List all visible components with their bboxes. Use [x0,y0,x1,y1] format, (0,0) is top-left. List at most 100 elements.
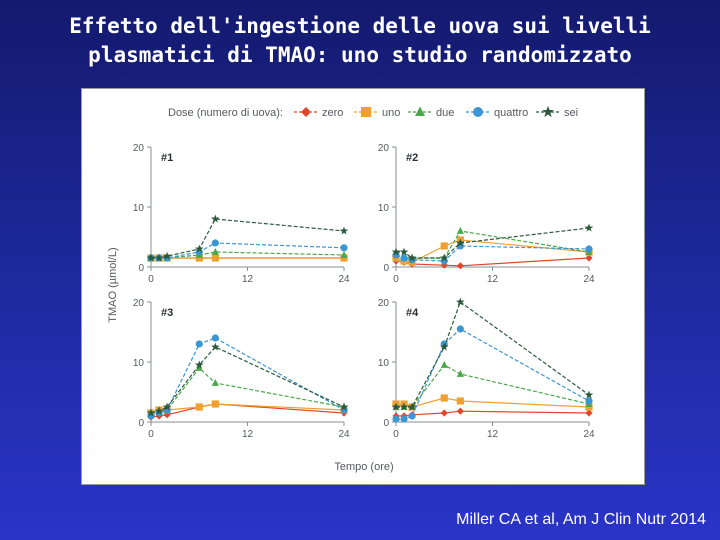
panel-1-point-quattro [340,244,348,252]
panel-3-series-line-quattro [150,337,345,417]
panel-2-point-zero [585,254,593,262]
panel-2-series-line-due [395,230,590,259]
panel-2-point-sei [399,247,409,256]
chart-figure: Dose (numero di uova): zero uno due quattro s… [107,105,595,473]
panel-2-point-sei [391,247,401,256]
panel-4-label: #4 [406,307,419,319]
panel-1-point-uno [211,254,219,262]
legend-marker-uno [361,107,371,117]
panel-3-point-sei [339,402,349,411]
panel-3-point-quattro [195,340,203,348]
panel-2-point-sei [456,238,465,247]
panel-3-y-tick-label: 0 [138,418,144,429]
panel-4-point-quattro [392,415,400,423]
panel-4-y-tick-label: 10 [378,358,390,369]
panel-3-series-line-sei [150,346,345,414]
panel-2-point-sei [407,253,417,262]
panel-4-point-due [440,361,448,368]
panel-4-point-zero [456,407,464,415]
slide-title-line-2: plasmatici di TMAO: uno studio randomizz… [88,43,632,67]
legend-label-sei: sei [564,107,578,119]
panel-3-x-tick-label: 0 [148,429,154,440]
panel-2-series-line-zero [395,257,590,267]
panel-4-x-tick-label: 24 [583,429,595,440]
panel-1-point-uno [195,254,203,262]
panel-3-point-due [195,364,203,371]
panel-4-point-zero [585,409,593,417]
panel-2-x-tick-label: 12 [487,274,499,285]
panel-1-point-sei [211,214,220,223]
panel-3-point-due [211,379,219,386]
panel-2-x-tick-label: 24 [583,274,595,285]
panel-2-series-line-quattro [395,245,590,262]
panel-1-series-line-sei [151,218,345,259]
panel-4-point-quattro [408,412,416,420]
y-axis-title: TMAO (µmol/L) [107,247,119,322]
panel-3-x-tick-label: 12 [242,429,254,440]
panel-4-series-line-zero [396,410,590,417]
panel-2-point-quattro [585,245,593,253]
panel-3-label: #3 [161,307,173,319]
panel-2-y-tick-label: 0 [383,263,389,274]
panel-4-point-zero [440,409,448,417]
panel-2-x-tick-label: 0 [393,274,399,285]
panel-4-point-quattro [400,415,408,423]
panel-2-point-zero [456,262,464,270]
panel-4-point-sei [584,390,594,399]
x-axis-title: Tempo (ore) [334,461,393,473]
panel-3-point-sei [211,342,220,351]
panel-2-point-quattro [400,254,408,262]
panel-3-point-uno [211,400,219,408]
citation: Miller CA et al, Am J Clin Nutr 2014 [456,511,706,528]
panel-4-point-uno [456,397,464,405]
legend-marker-due [415,106,425,116]
panel-1-point-quattro [211,239,219,247]
panel-4-point-uno [585,403,593,411]
panel-4-point-sei [407,402,417,411]
panel-3-point-uno [195,403,203,411]
panel-4-x-tick-label: 0 [393,429,399,440]
panel-1-point-uno [340,254,348,262]
panel-1-point-sei [154,253,164,262]
panel-1-label: #1 [161,152,173,164]
panel-3-y-tick-label: 20 [133,298,145,309]
panel-1-point-due [340,251,348,258]
panel-1-x-tick-label: 0 [148,274,154,285]
panel-2-series-line-uno [395,239,590,263]
panel-1-y-tick-label: 0 [138,263,144,274]
legend-marker-quattro [473,107,483,117]
panel-2-point-sei [440,253,449,262]
panel-4-point-quattro [456,325,464,333]
panel-3-point-sei [195,360,204,369]
panel-4-y-tick-label: 20 [378,298,390,309]
panel-3-x-tick-label: 24 [338,429,350,440]
panel-4-point-sei [399,402,409,411]
panel-4-series-line-sei [396,301,590,408]
panel-4-series-line-uno [396,397,590,408]
panel-2-point-sei [584,223,594,232]
slide-title-line-1: Effetto dell'ingestione delle uova sui l… [69,14,651,38]
panel-1-point-sei [146,253,156,262]
legend-label-due: due [436,107,454,119]
figure-panel: Dose (numero di uova): zero uno due quattro s… [81,88,645,485]
panel-4-x-tick-label: 12 [487,429,499,440]
legend-marker-sei [542,105,554,118]
panel-1-series-line-quattro [151,242,345,259]
panel-1-point-sei [339,226,349,235]
panel-4-point-uno [440,394,448,402]
slide-title: Effetto dell'ingestione delle uova sui l… [0,12,720,70]
panel-1-x-tick-label: 24 [338,274,350,285]
panel-4-point-quattro [585,397,593,405]
panel-2-point-due [456,227,464,234]
panel-3-point-quattro [211,334,219,342]
panel-1-point-sei [162,251,172,260]
panel-1-y-tick-label: 20 [133,143,145,154]
panel-1-x-tick-label: 12 [242,274,254,285]
panel-3-point-sei [162,402,172,411]
panel-3-point-sei [154,406,164,415]
legend-label-quattro: quattro [494,107,528,119]
legend-label-uno: uno [382,107,400,119]
panel-1-point-sei [195,244,204,253]
panel-4-y-tick-label: 0 [383,418,389,429]
panel-2-label: #2 [406,152,418,164]
